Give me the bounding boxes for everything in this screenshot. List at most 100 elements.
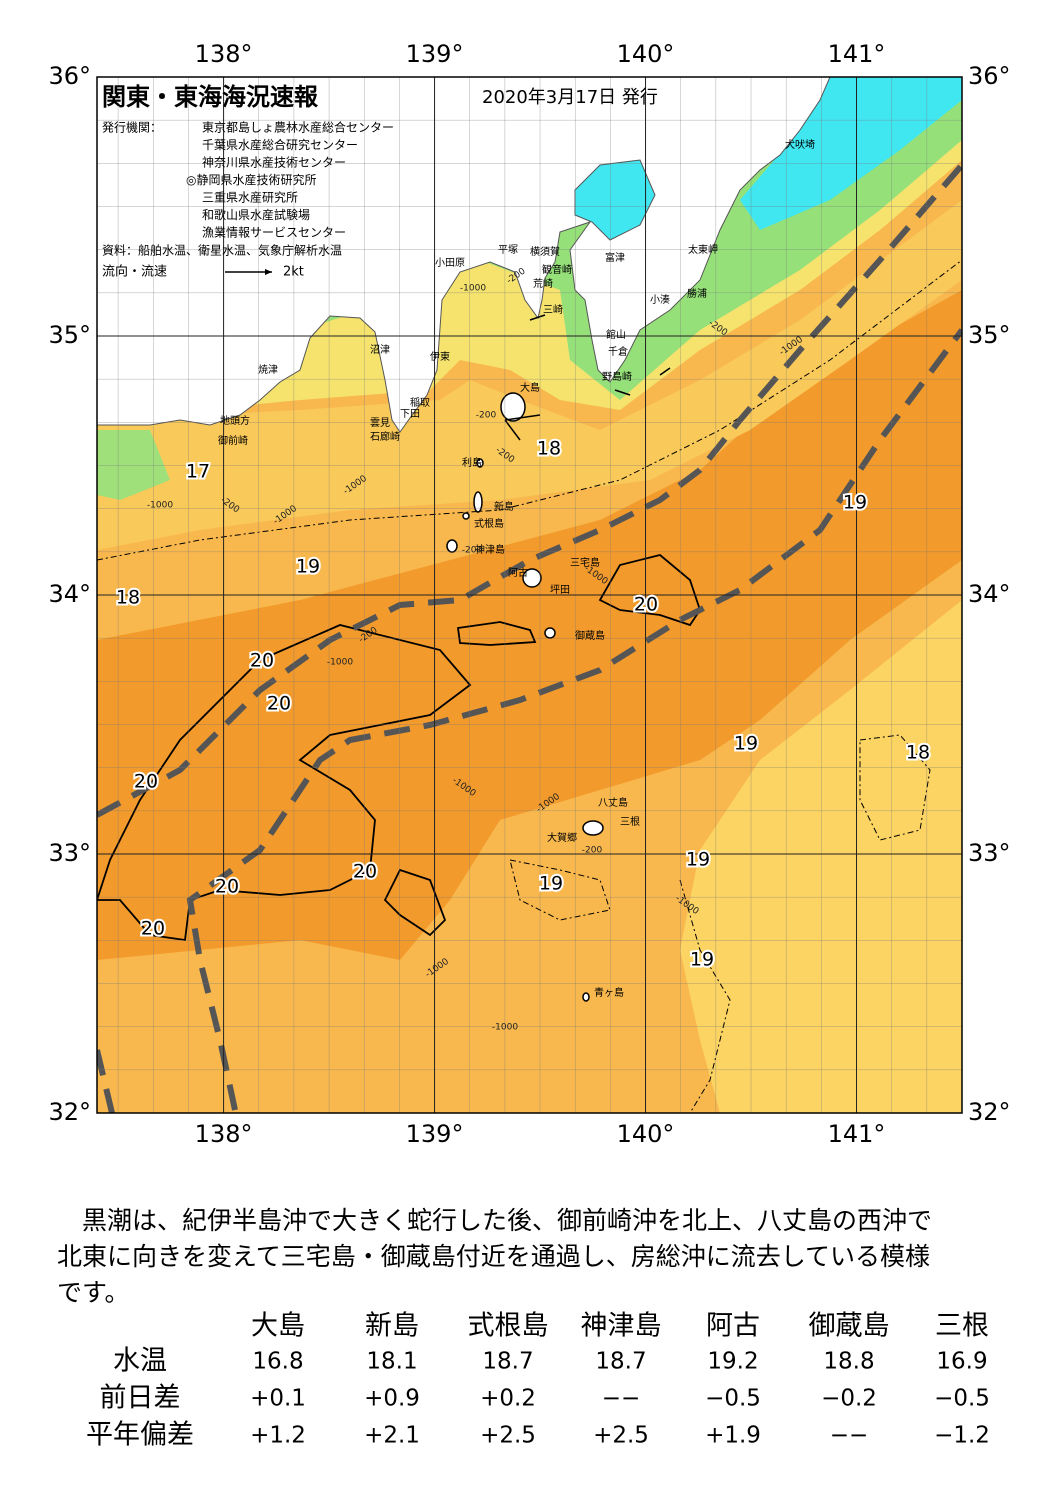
lat-label: 32° (968, 1098, 1011, 1126)
table-cell: +2.5 (480, 1423, 536, 1449)
depth-label: -1000 (327, 658, 353, 668)
place-name: 神津島 (475, 543, 505, 556)
temperature-label: 20 (353, 861, 377, 883)
map-frame (96, 76, 963, 1114)
place-name: 伊東 (430, 350, 450, 363)
temperature-label: 19 (843, 492, 867, 514)
paragraph-line: 黒潮は、紀伊半島沖で大きく蛇行した後、御前崎沖を北上、八丈島の西沖で (82, 1206, 932, 1235)
place-name: 阿古 (508, 566, 528, 579)
flow-scale: 2kt (283, 265, 304, 280)
place-name: 八丈島 (598, 796, 628, 809)
lon-label: 140° (617, 40, 675, 68)
table-cell: +1.2 (250, 1423, 306, 1449)
lon-label: 138° (195, 40, 253, 68)
issuer: 三重県水産研究所 (202, 190, 298, 205)
temperature-label: 19 (296, 556, 320, 578)
place-name: 富津 (605, 251, 625, 264)
place-name: 石廊崎 (370, 430, 400, 443)
lat-label: 36° (48, 62, 91, 90)
temperature-label: 18 (537, 438, 561, 460)
issuer: 千葉県水産総合研究センター (202, 137, 358, 152)
table-header: 神津島 (581, 1311, 662, 1342)
temperature-label: 20 (141, 918, 165, 940)
contour-other (97, 259, 962, 1113)
depth-label: -200 (582, 846, 603, 856)
place-name: 新島 (494, 500, 514, 513)
issuer: 和歌山県水産試験場 (202, 207, 310, 222)
place-name: 利島 (462, 456, 482, 469)
lat-label: 34° (968, 580, 1011, 608)
place-name: 勝浦 (687, 287, 707, 300)
table-cell: 16.8 (252, 1349, 303, 1375)
place-name: 御前崎 (218, 434, 248, 447)
temperature-label: 18 (116, 587, 140, 609)
depth-label: -200 (462, 546, 483, 556)
place-name: 大賀郷 (547, 831, 577, 844)
table-cell: −0.2 (821, 1386, 877, 1412)
place-name: 地頭方 (220, 414, 250, 427)
place-name: 坪田 (550, 583, 570, 596)
temperature-label: 17 (186, 461, 210, 483)
table-cell: +0.2 (480, 1386, 536, 1412)
place-name: 青ヶ島 (594, 986, 624, 999)
issuer: ◎静岡県水産技術研究所 (186, 172, 316, 187)
table-cell: −0.5 (705, 1386, 761, 1412)
depth-label: -1000 (460, 284, 486, 294)
temperature-label: 19 (539, 873, 563, 895)
place-name: 館山 (606, 328, 626, 341)
lat-label: 36° (968, 62, 1011, 90)
land (97, 77, 831, 433)
place-name: 荒崎 (533, 277, 553, 290)
warm-coastal (97, 200, 962, 550)
table-header: 三根 (935, 1311, 989, 1342)
date: 2020年3月17日 発行 (482, 87, 658, 108)
issuer-label: 発行機関： (102, 120, 162, 135)
place-name: 野島崎 (602, 370, 632, 383)
table-header: 新島 (365, 1311, 419, 1342)
temperature-label: 20 (250, 650, 274, 672)
depth-label: -1000 (147, 501, 173, 511)
place-name: 沼津 (370, 343, 390, 356)
lat-label: 35° (968, 321, 1011, 349)
table-cell: +2.1 (364, 1423, 420, 1449)
table-header: 御蔵島 (809, 1311, 890, 1342)
place-name: 下田 (400, 409, 420, 420)
temperature-label: 20 (134, 771, 158, 793)
lon-label: 139° (406, 1120, 464, 1148)
coastal-green (97, 430, 170, 500)
paragraph-line: です。 (57, 1278, 130, 1307)
temperature-label: 18 (906, 742, 930, 764)
place-name: 稲取 (410, 397, 430, 409)
place-name: 三根 (620, 815, 640, 828)
place-name: 雲見 (370, 417, 390, 429)
table-cell: 19.2 (707, 1349, 758, 1375)
table-cell: +2.5 (593, 1423, 649, 1449)
row-label: 前日差 (100, 1383, 181, 1414)
lon-label: 140° (617, 1120, 675, 1148)
table-cell: +1.9 (705, 1423, 761, 1449)
lon-label: 139° (406, 40, 464, 68)
place-name: 式根島 (474, 517, 504, 530)
islands (446, 392, 604, 1002)
title: 関東・東海海況速報 (102, 83, 319, 111)
temperature-label: 19 (690, 949, 714, 971)
lon-label: 138° (195, 1120, 253, 1148)
table-header: 大島 (251, 1311, 305, 1342)
issuer: 神奈川県水産技術センター (202, 155, 346, 170)
lon-label: 141° (828, 40, 886, 68)
place-name: 三宅島 (570, 556, 600, 569)
depth-label: -1000 (492, 1023, 518, 1033)
place-name: 小湊 (650, 293, 670, 306)
lat-label: 32° (48, 1098, 91, 1126)
temperature-label: 20 (267, 693, 291, 715)
cold-water (740, 77, 962, 230)
place-name: 大島 (520, 381, 540, 394)
lat-label: 33° (968, 839, 1011, 867)
place-name: 犬吠埼 (785, 138, 815, 151)
table-cell: 18.7 (595, 1349, 646, 1375)
paragraph-line: 北東に向きを変えて三宅島・御蔵島付近を通過し、房総沖に流去している模様 (57, 1242, 930, 1271)
place-name: 横須賀 (530, 245, 560, 258)
table-header: 阿古 (706, 1311, 760, 1342)
table-cell: −0.5 (934, 1386, 990, 1412)
place-name: 三崎 (543, 303, 563, 316)
